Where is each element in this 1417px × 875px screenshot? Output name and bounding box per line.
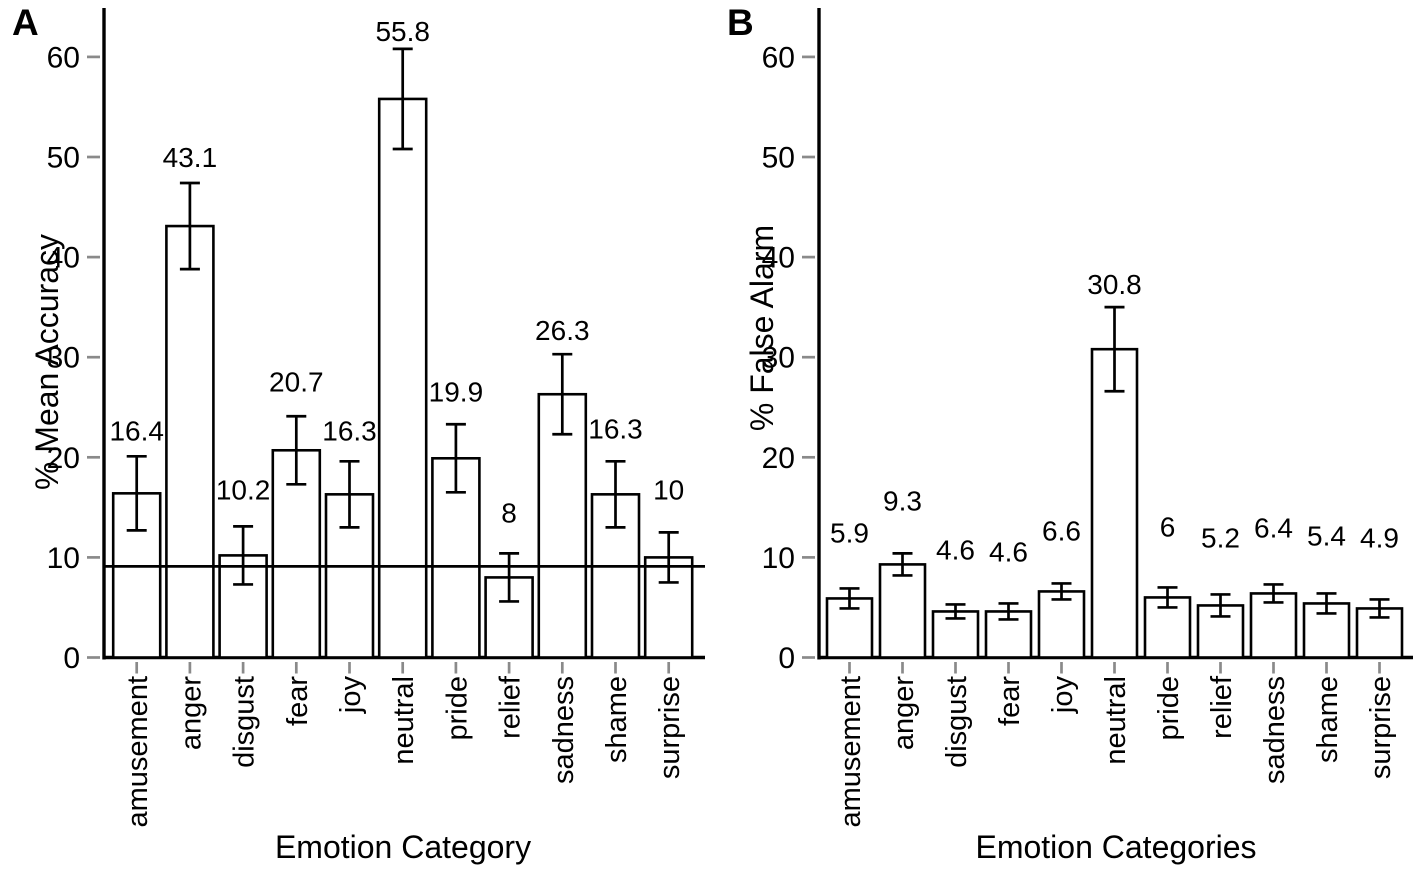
y-tick-label: 20 (762, 442, 795, 475)
error-bar-sadness (1263, 583, 1284, 604)
value-label-pride: 19.9 (429, 376, 484, 407)
y-tick-label: 40 (762, 242, 795, 275)
x-axis-title: Emotion Category (275, 829, 531, 865)
value-label-pride: 6 (1160, 511, 1176, 542)
x-tick-label-anger: anger (175, 676, 207, 751)
error-bar-sadness (552, 352, 573, 436)
x-axis-title: Emotion Categories (975, 829, 1256, 865)
error-bar-disgust (945, 603, 966, 620)
value-label-neutral: 55.8 (375, 16, 430, 47)
y-tick-label: 10 (762, 542, 795, 575)
y-tick-label: 0 (63, 642, 80, 675)
x-tick-label-relief: relief (495, 675, 527, 739)
value-label-sadness: 26.3 (535, 315, 590, 346)
y-tick-label: 60 (762, 41, 795, 74)
bar-anger (878, 563, 927, 659)
x-tick-label-neutral: neutral (388, 676, 420, 765)
error-bar-relief (1210, 593, 1231, 618)
x-tick-label-shame: shame (1312, 676, 1344, 763)
value-label-fear: 20.7 (269, 366, 324, 397)
value-label-relief: 8 (501, 497, 517, 528)
x-tick-label-fear: fear (282, 676, 314, 726)
value-label-sadness: 6.4 (1254, 512, 1293, 543)
y-tick-label: 40 (47, 242, 80, 275)
value-label-relief: 5.2 (1201, 522, 1240, 553)
x-tick-label-surprise: surprise (1365, 676, 1397, 779)
value-label-disgust: 4.6 (936, 534, 975, 565)
y-tick-label: 50 (47, 142, 80, 175)
x-tick-label-disgust: disgust (941, 676, 973, 768)
error-bar-surprise (658, 531, 679, 584)
error-bar-joy (1051, 582, 1072, 601)
x-tick-label-pride: pride (1153, 676, 1185, 741)
y-axis-title: % False Alarm (744, 225, 780, 431)
bar-joy (1037, 590, 1086, 659)
y-tick-label: 50 (762, 142, 795, 175)
value-label-shame: 16.3 (588, 413, 643, 444)
x-tick-label-anger: anger (888, 676, 920, 751)
y-tick-label: 0 (778, 642, 795, 675)
error-bar-shame (605, 459, 626, 529)
error-bar-shame (1316, 592, 1337, 615)
value-label-anger: 9.3 (883, 485, 922, 516)
error-bar-surprise (1369, 598, 1390, 619)
error-bar-fear (998, 602, 1019, 621)
value-label-amusement: 16.4 (109, 415, 164, 446)
y-tick-label: 30 (47, 342, 80, 375)
bar-anger (165, 224, 215, 659)
error-bar-disgust (233, 525, 254, 586)
y-tick-label: 30 (762, 342, 795, 375)
x-tick-label-amusement: amusement (122, 676, 154, 828)
error-bar-anger (892, 552, 913, 577)
x-tick-label-joy: joy (1047, 676, 1079, 715)
panel-b: 0 10 20 30 40 50 60 amusement anger disgust fear jo… (727, 2, 1413, 865)
error-bar-pride (1157, 586, 1178, 609)
panel-letter-a: A (12, 2, 39, 43)
value-label-amusement: 5.9 (830, 517, 869, 548)
y-axis-title: % Mean Accuracy (29, 234, 65, 490)
value-label-neutral: 30.8 (1087, 269, 1142, 300)
bar-neutral (377, 97, 428, 659)
x-tick-label-amusement: amusement (835, 676, 867, 828)
x-tick-label-fear: fear (994, 676, 1026, 726)
x-tick-label-disgust: disgust (229, 676, 261, 768)
error-bar-anger (179, 181, 200, 271)
error-bar-fear (286, 414, 307, 486)
error-bar-amusement (126, 454, 147, 532)
panel-letter-b: B (727, 2, 754, 43)
x-tick-label-sadness: sadness (548, 676, 580, 784)
value-label-fear: 4.6 (989, 536, 1028, 567)
panel-a: 0 10 20 30 40 50 60 amusement anger disgust fear jo… (12, 2, 705, 865)
error-bar-amusement (839, 587, 860, 610)
error-bar-joy (339, 459, 360, 529)
value-label-shame: 5.4 (1307, 520, 1346, 551)
y-tick-label: 20 (47, 442, 80, 475)
x-tick-label-pride: pride (441, 676, 473, 741)
value-label-surprise: 10 (653, 474, 684, 505)
value-label-joy: 16.3 (322, 415, 377, 446)
bar-neutral (1090, 347, 1139, 659)
error-bar-neutral (1104, 305, 1125, 393)
error-bar-relief (499, 552, 520, 603)
bar-sadness (537, 392, 588, 659)
y-tick-label: 60 (47, 41, 80, 74)
x-tick-label-neutral: neutral (1100, 676, 1132, 765)
value-label-anger: 43.1 (163, 142, 218, 173)
x-tick-label-shame: shame (601, 676, 633, 763)
value-label-surprise: 4.9 (1360, 522, 1399, 553)
error-bar-pride (445, 422, 466, 494)
x-tick-label-relief: relief (1206, 675, 1238, 739)
x-tick-label-surprise: surprise (654, 676, 686, 779)
x-tick-label-sadness: sadness (1259, 676, 1291, 784)
x-tick-label-joy: joy (335, 676, 367, 715)
value-label-joy: 6.6 (1042, 515, 1081, 546)
error-bar-neutral (392, 47, 413, 151)
value-label-disgust: 10.2 (216, 474, 271, 505)
y-tick-label: 10 (47, 542, 80, 575)
